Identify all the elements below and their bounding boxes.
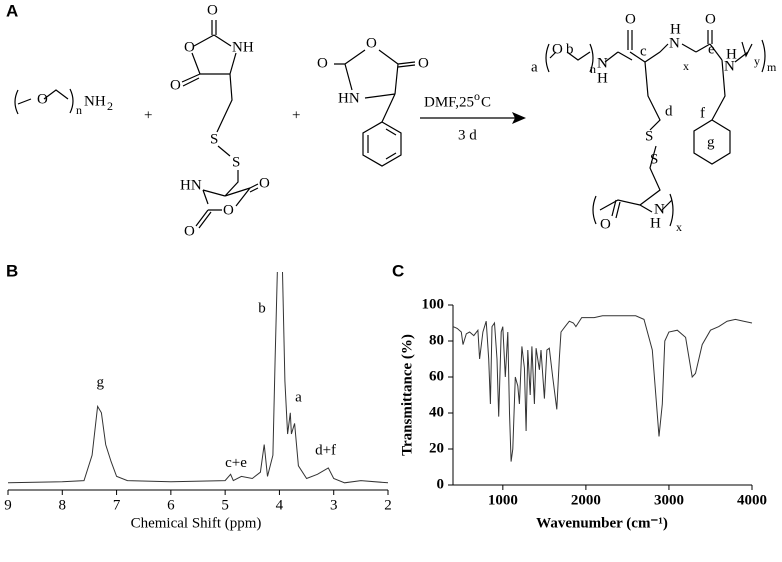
x-tick-label: 4000: [737, 492, 767, 508]
x-tick-label: 9: [4, 497, 12, 513]
x-tick-label: 2000: [571, 492, 601, 508]
atom: O: [705, 11, 716, 27]
condition: DMF,25: [424, 94, 474, 110]
x-axis-label: Chemical Shift (ppm): [131, 515, 262, 531]
label: x: [683, 59, 689, 73]
atom: N: [669, 35, 680, 51]
peak-label: d+f: [315, 442, 336, 458]
atom: 2: [107, 99, 113, 113]
atom: S: [210, 131, 218, 147]
atom: O: [184, 39, 195, 55]
atom: H: [670, 21, 681, 37]
y-tick-label: 80: [429, 332, 444, 348]
peak-label: b: [258, 300, 266, 316]
atom: O: [317, 55, 328, 71]
reaction-scheme: O n NH 2 + O O NH O S S HN O O O + O O O…: [14, 2, 777, 239]
panel-label: A: [6, 1, 18, 20]
atom: O: [37, 91, 48, 107]
atom: NH: [84, 93, 106, 109]
spectrum-line: [452, 315, 753, 462]
atom: n: [76, 103, 82, 117]
x-tick-label: 5: [221, 497, 229, 513]
plus: +: [144, 107, 152, 123]
atom: NH: [232, 39, 254, 55]
atom: O: [184, 223, 195, 239]
label: a: [531, 59, 538, 75]
atom: O: [366, 35, 377, 51]
condition: C: [481, 94, 491, 110]
atom: N: [597, 55, 608, 71]
x-tick-label: 3000: [654, 492, 684, 508]
peak-label: a: [295, 389, 302, 405]
label: d: [665, 103, 673, 119]
peak-label: g: [97, 375, 105, 391]
label: f: [700, 105, 705, 121]
bond: [545, 30, 766, 227]
condition: 3 d: [458, 127, 477, 143]
panel-label: C: [392, 261, 404, 280]
x-tick-label: 3: [330, 497, 338, 513]
y-tick-label: 0: [437, 476, 445, 492]
x-tick-label: 2: [384, 497, 392, 513]
label: x: [676, 220, 682, 234]
label: y: [754, 54, 760, 68]
atom: H: [726, 46, 737, 62]
condition: o: [474, 89, 480, 103]
peak-label: c+e: [225, 455, 247, 471]
x-tick-label: 7: [113, 497, 121, 513]
atom: N: [724, 58, 735, 74]
x-tick-label: 1000: [488, 492, 518, 508]
label: n: [590, 62, 596, 76]
label: e: [708, 41, 715, 57]
y-tick-label: 40: [429, 404, 444, 420]
label: c: [640, 43, 647, 59]
bond: [334, 49, 416, 167]
atom: HN: [338, 90, 360, 106]
atom: S: [232, 154, 240, 170]
x-tick-label: 4: [276, 497, 284, 513]
label: b: [566, 41, 574, 57]
atom: O: [625, 11, 636, 27]
y-tick-label: 60: [429, 368, 444, 384]
atom: N: [654, 201, 665, 217]
arrow-head: [512, 112, 526, 124]
atom: S: [650, 151, 658, 167]
atom: O: [600, 216, 611, 232]
atom: O: [259, 175, 270, 191]
atom: H: [650, 215, 661, 231]
spectrum-line: [8, 272, 389, 484]
panel-label: B: [6, 261, 18, 280]
x-axis-label: Wavenumber (cm⁻¹): [536, 515, 668, 531]
y-axis-label: Transmittance (%): [399, 334, 415, 456]
atom: HN: [180, 177, 202, 193]
x-tick-label: 8: [59, 497, 67, 513]
atom: O: [223, 202, 234, 218]
atom: O: [170, 77, 181, 93]
atom: S: [645, 128, 653, 144]
atom: O: [552, 41, 563, 57]
label: m: [767, 60, 777, 74]
bond: [181, 20, 259, 229]
atom: O: [207, 2, 218, 18]
x-tick-label: 6: [167, 497, 175, 513]
plus: +: [292, 107, 300, 123]
label: g: [707, 134, 715, 150]
atom: O: [418, 55, 429, 71]
bond: [14, 88, 74, 115]
y-tick-label: 20: [429, 440, 444, 456]
y-tick-label: 100: [422, 296, 445, 312]
atom: H: [597, 70, 608, 86]
